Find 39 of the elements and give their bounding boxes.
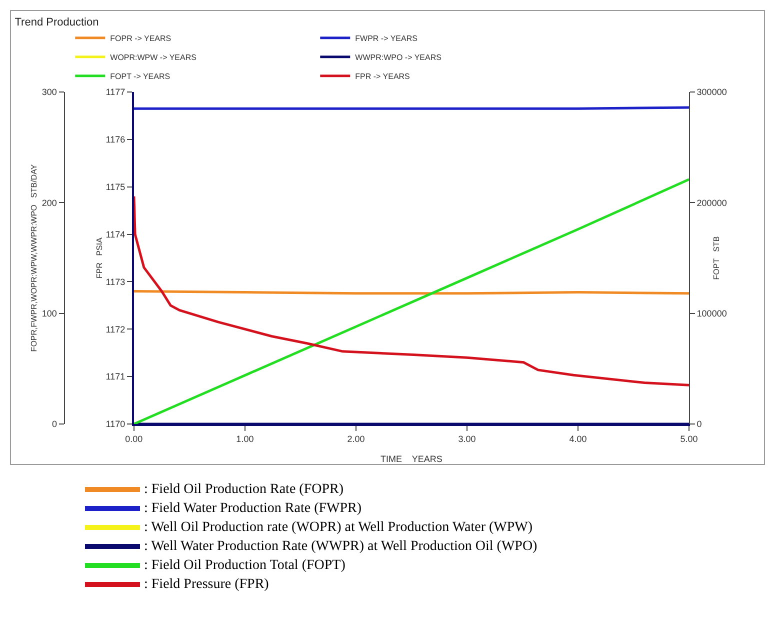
legend-label: FOPR -> YEARS xyxy=(110,34,172,43)
y3-tick-label: 1171 xyxy=(106,372,126,382)
y2-tick-label: 0 xyxy=(696,419,702,430)
y-tick-label: 200 xyxy=(42,198,57,208)
text: : Field Pressure (FPR) xyxy=(144,576,269,594)
y-tick-label: 0 xyxy=(52,419,57,430)
legend-label: WWPR:WPO -> YEARS xyxy=(355,52,442,62)
y2-tick-label: 200000 xyxy=(696,198,727,208)
y3-tick-label: 1172 xyxy=(106,324,126,334)
legend-label: FWPR -> YEARS xyxy=(355,34,418,43)
y2-axis-title: FOPT STB xyxy=(712,236,721,280)
y3-axis-title: FPR PSIA xyxy=(94,236,104,278)
x-tick-label: 2.00 xyxy=(347,434,365,444)
y3-tick-label: 1170 xyxy=(106,419,126,430)
y-tick-label: 300 xyxy=(42,87,57,98)
text: : Field Oil Production Total (FOPT) xyxy=(144,557,346,575)
x-tick-label: 0.00 xyxy=(125,434,143,444)
legend-label: FPR -> YEARS xyxy=(355,72,410,81)
x-tick-label: 4.00 xyxy=(569,434,587,444)
y3-tick-label: 1174 xyxy=(106,229,126,240)
x-axis-title: TIME YEARS xyxy=(380,454,442,464)
x-tick-label: 5.00 xyxy=(680,434,698,444)
x-tick-label: 3.00 xyxy=(458,434,476,444)
y3-tick-label: 1173 xyxy=(106,276,126,287)
text: : Field Water Production Rate (FWPR) xyxy=(144,500,362,518)
y-tick-label: 100 xyxy=(42,308,57,318)
y-axis-title: FOPR,FWPR,WOPR:WPW,WWPR:WPO STB/DAY xyxy=(30,164,39,352)
chart-title: Trend Production xyxy=(14,16,99,28)
x-tick-label: 1.00 xyxy=(236,434,254,444)
y3-tick-label: 1177 xyxy=(106,87,126,98)
text: : Well Oil Production rate (WOPR) at Well Production Water (WPW) xyxy=(144,519,533,537)
legend-label: WOPR:WPW -> YEARS xyxy=(110,52,196,62)
y2-tick-label: 300000 xyxy=(696,87,727,98)
text: : Field Oil Production Rate (FOPR) xyxy=(144,481,344,499)
y3-tick-label: 1176 xyxy=(106,134,126,145)
text: : Well Water Production Rate (WWPR) at Well Production Oil (WPO) xyxy=(144,538,538,556)
legend-label: FOPT -> YEARS xyxy=(110,72,170,81)
y3-tick-label: 1175 xyxy=(106,182,126,192)
y2-tick-label: 100000 xyxy=(696,308,727,318)
